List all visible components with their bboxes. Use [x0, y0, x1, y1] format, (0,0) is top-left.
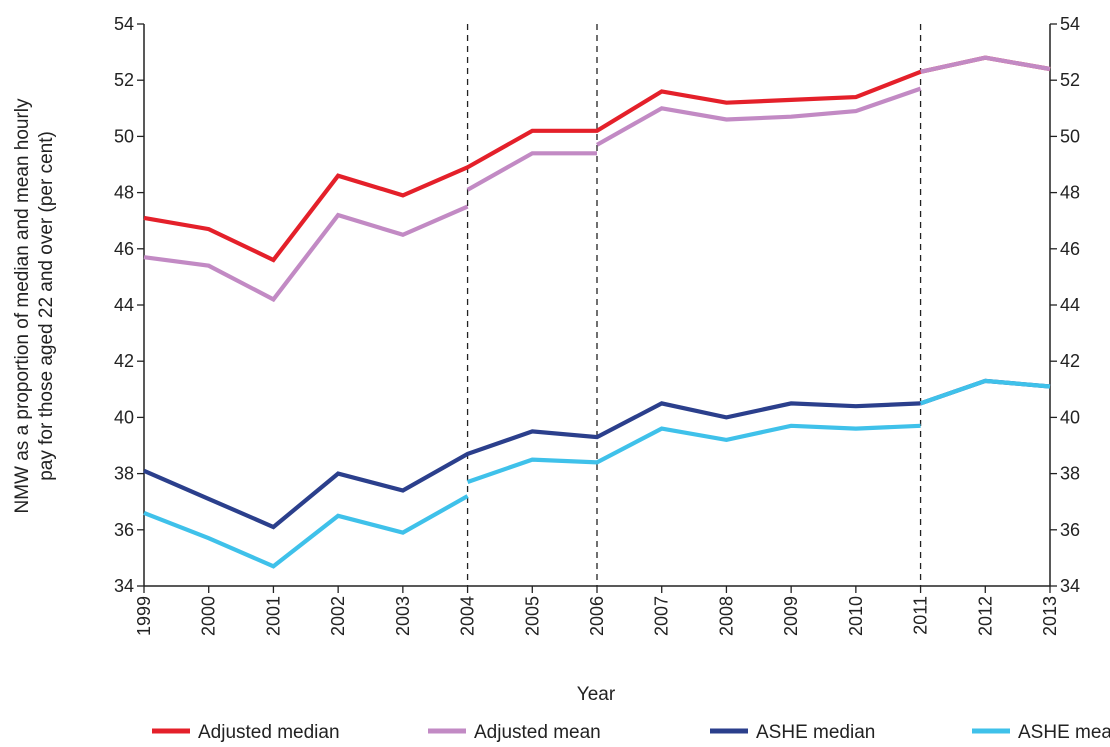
x-axis-title: Year — [577, 684, 616, 705]
y-tick-label-right: 52 — [1060, 70, 1080, 90]
series-line — [466, 423, 921, 484]
x-tick-label: 2001 — [263, 596, 283, 636]
y-tick-label-right: 34 — [1060, 576, 1080, 596]
series-line — [595, 86, 922, 147]
legend-item: ASHE mean — [972, 722, 1110, 743]
x-tick-label: 2006 — [587, 596, 607, 636]
y-axis-title: NMW as a proportion of median and mean h… — [12, 98, 57, 514]
y-tick-label-left: 44 — [114, 295, 134, 315]
x-tick-label: 2007 — [652, 596, 672, 636]
y-tick-label-right: 46 — [1060, 239, 1080, 259]
y-tick-label-right: 36 — [1060, 520, 1080, 540]
x-tick-label: 2002 — [328, 596, 348, 636]
y-tick-label-right: 38 — [1060, 464, 1080, 484]
x-tick-label: 2012 — [975, 596, 995, 636]
y-tick-label-right: 42 — [1060, 351, 1080, 371]
series-break-lines — [466, 24, 922, 586]
series-line — [143, 494, 469, 569]
series-line-dashed — [920, 55, 1051, 74]
x-tick-label: 2011 — [911, 596, 931, 635]
series-ashe-mean — [143, 378, 1051, 569]
legend-label: Adjusted median — [198, 722, 340, 743]
y-tick-label-left: 42 — [114, 351, 134, 371]
y-tick-label-right: 54 — [1060, 14, 1080, 34]
legend-item: ASHE median — [710, 722, 875, 743]
y-tick-label-left: 34 — [114, 576, 134, 596]
y-tick-label-left: 48 — [114, 183, 134, 203]
series-line — [143, 204, 469, 303]
legend-item: Adjusted median — [152, 722, 340, 743]
y-tick-label-right: 50 — [1060, 126, 1080, 146]
x-tick-label: 1999 — [134, 596, 154, 636]
y-tick-label-left: 46 — [114, 239, 134, 259]
y-tick-label-left: 52 — [114, 70, 134, 90]
legend-label: ASHE mean — [1018, 722, 1110, 743]
x-tick-label: 2009 — [781, 596, 801, 636]
y-tick-label-left: 54 — [114, 14, 134, 34]
axes: 34 34 36 36 38 38 40 40 42 42 44 44 46 46 48 48 50 50 52 52… — [114, 14, 1080, 636]
y-tick-label-left: 36 — [114, 520, 134, 540]
legend-item: Adjusted mean — [428, 722, 601, 743]
x-tick-label: 2003 — [393, 596, 413, 636]
legend-label: Adjusted mean — [474, 722, 601, 743]
y-tick-label-left: 50 — [114, 126, 134, 146]
x-tick-label: 2005 — [522, 596, 542, 636]
y-tick-label-right: 40 — [1060, 407, 1080, 427]
x-tick-label: 2004 — [458, 596, 478, 636]
x-tick-label: 2010 — [846, 596, 866, 636]
legend: Adjusted median Adjusted mean ASHE median A… — [152, 722, 1110, 743]
series-line-dashed — [919, 378, 1051, 406]
x-tick-label: 2008 — [716, 596, 736, 636]
series-line — [143, 401, 921, 530]
x-tick-label: 2000 — [199, 596, 219, 636]
x-tick-label: 2013 — [1040, 596, 1060, 636]
y-tick-label-left: 40 — [114, 407, 134, 427]
legend-label: ASHE median — [756, 722, 875, 743]
y-tick-label-right: 44 — [1060, 295, 1080, 315]
series-adjusted-mean — [143, 55, 1051, 303]
series-line — [143, 69, 922, 263]
series-group — [143, 55, 1051, 569]
series-line — [466, 151, 597, 192]
y-tick-label-left: 38 — [114, 464, 134, 484]
y-tick-label-right: 48 — [1060, 183, 1080, 203]
